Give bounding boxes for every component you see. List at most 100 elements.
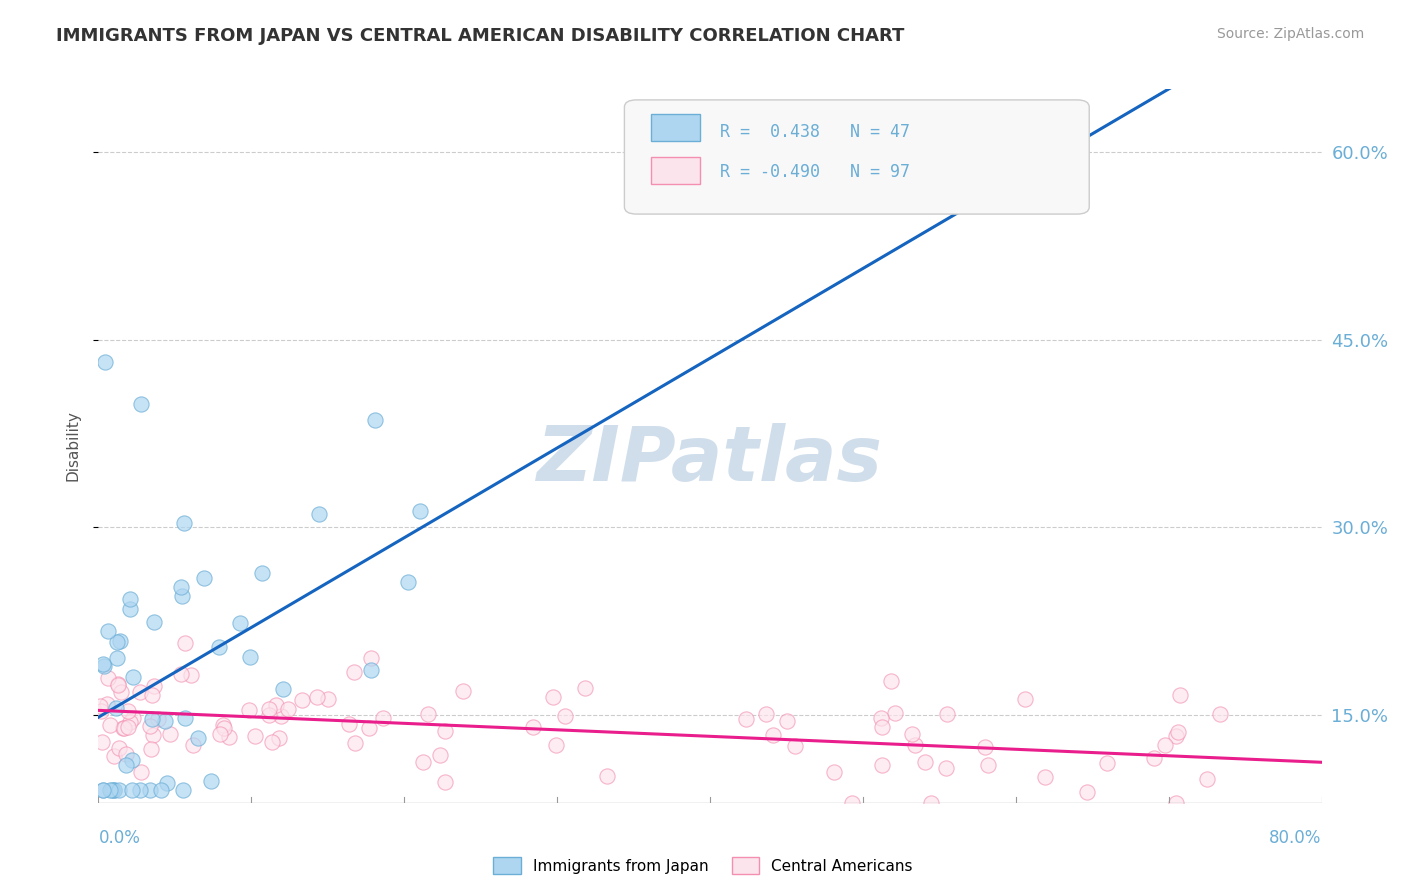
Point: [150, 783, 173, 797]
Point: [108, 740, 131, 755]
Point: [110, 685, 132, 699]
Point: [522, 720, 544, 734]
Point: [257, 701, 280, 715]
Point: [98, 783, 121, 797]
Point: [103, 783, 125, 797]
Point: [139, 719, 162, 733]
Point: [200, 774, 222, 789]
Point: [121, 670, 143, 684]
Point: [920, 796, 942, 810]
Point: [880, 674, 903, 689]
Point: [239, 650, 262, 665]
Text: Source: ZipAtlas.com: Source: ZipAtlas.com: [1216, 27, 1364, 41]
Point: [245, 730, 267, 744]
FancyBboxPatch shape: [624, 100, 1090, 214]
Point: [412, 756, 434, 770]
Point: [429, 747, 451, 762]
Point: [193, 571, 215, 585]
Point: [159, 727, 181, 741]
Point: [169, 667, 191, 681]
Text: 0.0%: 0.0%: [98, 829, 141, 847]
Point: [105, 635, 128, 649]
Point: [212, 718, 235, 732]
Point: [117, 720, 139, 734]
Point: [884, 706, 907, 721]
Point: [1166, 729, 1188, 743]
Point: [129, 783, 152, 797]
Point: [141, 712, 163, 726]
Point: [117, 704, 139, 718]
Point: [114, 747, 136, 761]
Point: [257, 708, 280, 723]
Point: [120, 592, 142, 607]
Text: R = -0.490   N = 97: R = -0.490 N = 97: [720, 162, 910, 181]
Point: [110, 633, 132, 648]
FancyBboxPatch shape: [651, 157, 700, 184]
Point: [1076, 784, 1098, 798]
Point: [121, 753, 143, 767]
Point: [290, 692, 312, 706]
Point: [936, 706, 959, 721]
Point: [118, 715, 141, 730]
Point: [218, 731, 240, 745]
Point: [396, 575, 419, 590]
FancyBboxPatch shape: [651, 114, 700, 141]
Point: [89, 698, 111, 713]
Text: ZIPatlas: ZIPatlas: [537, 424, 883, 497]
Point: [451, 684, 474, 698]
Point: [935, 761, 957, 775]
Point: [271, 682, 294, 697]
Point: [755, 707, 778, 722]
Point: [208, 640, 231, 654]
Point: [156, 776, 179, 790]
Point: [554, 708, 576, 723]
Point: [1014, 692, 1036, 706]
Point: [214, 721, 236, 735]
Point: [93, 355, 115, 369]
Y-axis label: Disability: Disability: [65, 410, 80, 482]
Point: [118, 601, 141, 615]
Point: [107, 678, 129, 692]
Point: [1195, 772, 1218, 786]
Point: [267, 731, 290, 746]
Point: [904, 739, 927, 753]
Point: [228, 616, 250, 631]
Point: [870, 758, 893, 772]
Point: [870, 720, 893, 734]
Point: [344, 736, 367, 750]
Point: [277, 701, 299, 715]
Point: [170, 580, 193, 594]
Point: [900, 726, 922, 740]
Point: [974, 740, 997, 755]
Point: [416, 706, 439, 721]
Point: [433, 774, 456, 789]
Point: [97, 671, 120, 685]
Point: [360, 650, 382, 665]
Point: [434, 724, 457, 739]
Point: [595, 769, 617, 783]
Point: [128, 685, 150, 699]
Point: [1167, 725, 1189, 739]
Point: [307, 690, 329, 704]
Point: [783, 739, 806, 754]
Point: [270, 709, 292, 723]
Point: [543, 690, 565, 704]
Point: [143, 679, 166, 693]
Point: [1033, 770, 1056, 784]
Point: [91, 735, 114, 749]
Point: [173, 516, 195, 531]
Point: [101, 783, 124, 797]
Point: [180, 668, 202, 682]
Point: [122, 711, 145, 725]
Point: [823, 764, 845, 779]
Point: [93, 658, 115, 673]
Point: [1166, 796, 1188, 810]
Point: [735, 712, 758, 726]
Point: [574, 681, 596, 696]
Point: [209, 726, 232, 740]
Point: [869, 711, 891, 725]
Point: [143, 615, 166, 629]
Point: [174, 711, 197, 725]
Point: [363, 413, 385, 427]
Point: [264, 698, 287, 712]
